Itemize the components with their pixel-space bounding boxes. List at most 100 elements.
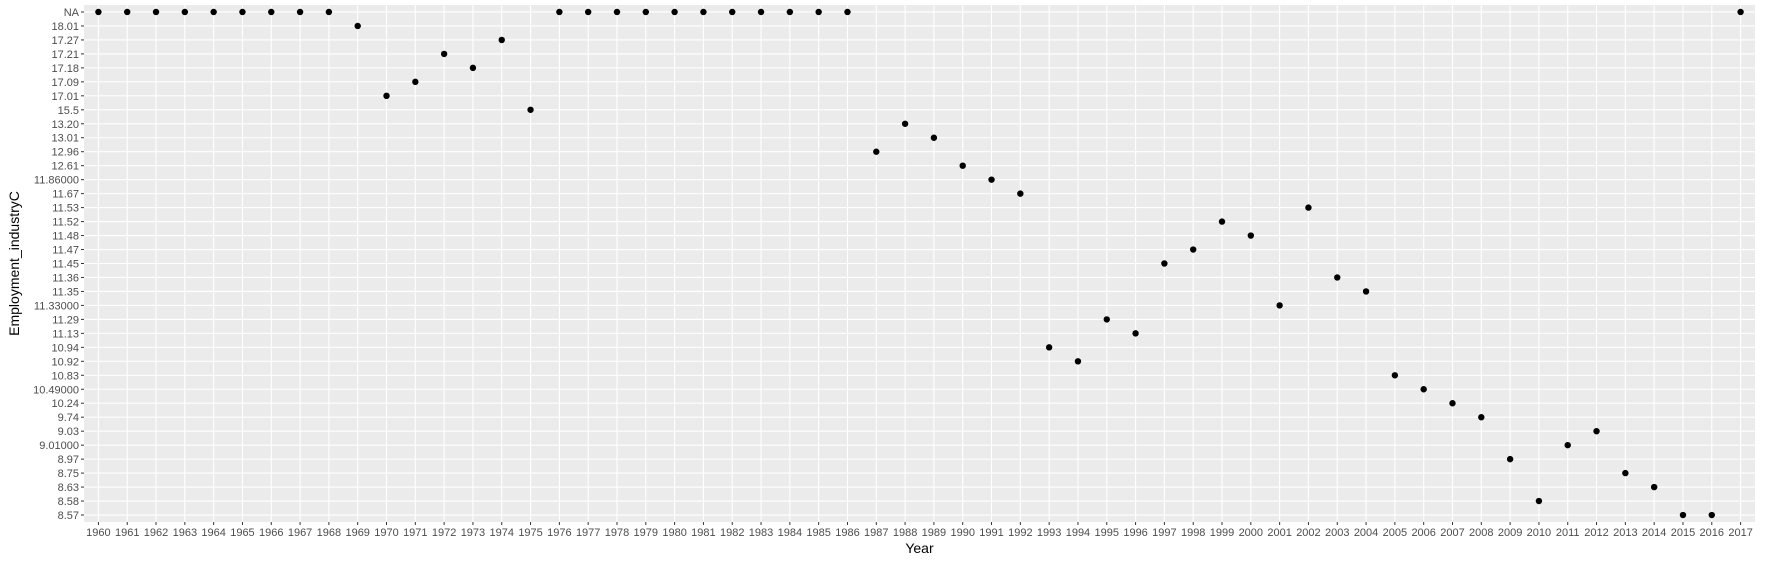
y-tick-label: 10.94 <box>51 342 79 354</box>
data-point <box>1679 511 1687 519</box>
data-point <box>671 8 678 16</box>
data-point <box>1074 358 1082 365</box>
y-tick-label: 11.67 <box>52 189 79 201</box>
data-point <box>152 8 160 16</box>
x-tick-label: 1991 <box>979 527 1003 539</box>
x-tick-label: 2014 <box>1642 527 1666 539</box>
data-point <box>354 22 361 30</box>
data-point <box>527 106 534 113</box>
y-tick-label: 8.75 <box>58 468 79 480</box>
data-point <box>959 162 966 169</box>
x-tick-label: 1969 <box>345 527 369 539</box>
data-point <box>325 8 333 16</box>
data-point <box>1478 414 1485 421</box>
x-tick-label: 2000 <box>1239 527 1263 539</box>
x-tick-label: 1996 <box>1123 527 1147 539</box>
data-point <box>1535 497 1543 505</box>
data-point <box>1103 316 1110 323</box>
x-tick-label: 1981 <box>691 527 715 539</box>
x-tick-label: 1988 <box>893 527 917 539</box>
x-tick-label: 2008 <box>1469 527 1493 539</box>
data-point <box>901 120 909 127</box>
y-tick-label: 11.29 <box>52 314 79 326</box>
data-point <box>296 8 304 16</box>
x-tick-label: 1979 <box>634 527 658 539</box>
data-point <box>1045 344 1053 351</box>
x-tick-label: 1962 <box>144 527 168 539</box>
data-point <box>1218 218 1226 225</box>
data-point <box>1017 190 1024 197</box>
x-tick-label: 1998 <box>1181 527 1205 539</box>
y-tick-label: 15.5 <box>58 105 79 117</box>
x-tick-label: 2015 <box>1671 527 1695 539</box>
x-tick-label: 1992 <box>1008 527 1032 539</box>
data-point <box>1564 441 1571 449</box>
x-tick-label: 1985 <box>806 527 830 539</box>
y-tick-label: 8.63 <box>58 482 79 494</box>
x-tick-label: 2011 <box>1556 527 1580 539</box>
data-point <box>1132 330 1139 337</box>
x-tick-label: 2016 <box>1700 527 1724 539</box>
data-point <box>412 78 419 86</box>
data-point <box>556 8 563 16</box>
x-tick-label: 1978 <box>605 527 629 539</box>
x-tick-label: 1970 <box>374 527 398 539</box>
y-tick-label: 8.58 <box>58 496 79 508</box>
data-point <box>1708 511 1715 519</box>
data-point <box>498 36 505 44</box>
x-tick-label: 2005 <box>1383 527 1407 539</box>
data-point <box>1622 469 1629 477</box>
x-tick-label: 1999 <box>1210 527 1234 539</box>
y-tick-label: 12.61 <box>51 161 79 173</box>
data-point <box>1391 372 1399 379</box>
data-point <box>613 8 621 16</box>
x-tick-label: 2002 <box>1296 527 1320 539</box>
y-tick-label: NA <box>64 7 80 19</box>
y-tick-label: 17.01 <box>51 91 79 103</box>
x-tick-label: 1964 <box>201 527 225 539</box>
data-points <box>95 8 1744 519</box>
x-tick-label: 1984 <box>778 527 802 539</box>
y-tick-label: 11.33000 <box>34 300 79 312</box>
x-axis-ticks: 1960 1961 1962 1963 1964 1965 1966 1967 1968 1969… <box>86 522 1753 539</box>
y-tick-label: 17.18 <box>51 63 79 75</box>
data-point <box>786 8 794 16</box>
x-tick-label: 1994 <box>1066 527 1090 539</box>
x-tick-label: 1986 <box>835 527 859 539</box>
y-axis-title: Employment_industryC <box>6 191 22 336</box>
x-tick-label: 1973 <box>461 527 485 539</box>
y-tick-label: 17.09 <box>51 77 79 89</box>
y-tick-label: 18.01 <box>51 21 79 33</box>
data-point <box>729 8 736 16</box>
y-tick-label: 17.27 <box>51 35 79 47</box>
x-axis-title: Year <box>905 540 934 556</box>
data-point <box>700 8 707 16</box>
y-tick-label: 17.21 <box>51 49 79 61</box>
x-tick-label: 1971 <box>403 527 427 539</box>
y-tick-label: 13.20 <box>51 119 79 131</box>
y-tick-label: 12.96 <box>51 147 79 159</box>
x-tick-label: 2004 <box>1354 527 1378 539</box>
y-tick-label: 11.52 <box>52 217 79 229</box>
data-point <box>440 50 448 58</box>
data-point <box>1305 204 1312 211</box>
data-point <box>1449 400 1456 407</box>
y-tick-label: 9.01000 <box>39 440 79 452</box>
y-tick-label: 10.24 <box>51 398 79 410</box>
x-tick-label: 1968 <box>317 527 341 539</box>
data-point <box>383 92 390 100</box>
data-point <box>210 8 217 16</box>
y-tick-label: 9.74 <box>58 412 79 424</box>
x-tick-label: 2017 <box>1728 527 1752 539</box>
y-tick-label: 11.36 <box>52 272 79 284</box>
x-tick-label: 2007 <box>1440 527 1464 539</box>
data-point <box>1189 246 1197 253</box>
y-tick-label: 8.97 <box>58 454 79 466</box>
data-point <box>268 8 275 16</box>
x-tick-label: 1989 <box>922 527 946 539</box>
data-point <box>1362 288 1370 295</box>
x-tick-label: 1987 <box>864 527 888 539</box>
data-point <box>1506 455 1514 463</box>
